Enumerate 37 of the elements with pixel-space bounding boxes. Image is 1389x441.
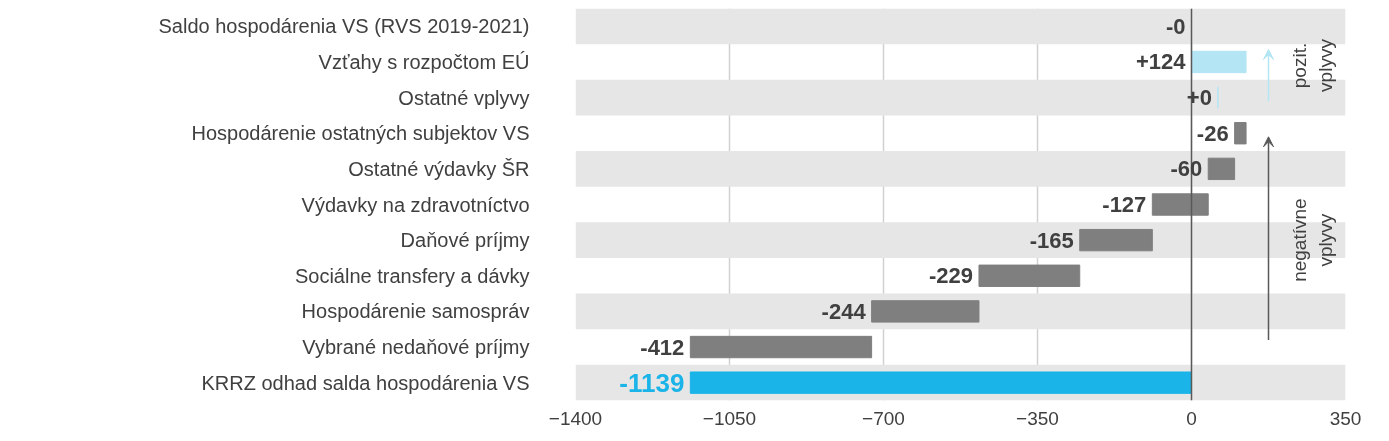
data-label: -412	[640, 334, 685, 360]
bar	[689, 371, 1192, 394]
y-tick-label: Ostatné výdavky ŠR	[348, 157, 530, 180]
y-tick-label: Vzťahy s rozpočtom EÚ	[318, 50, 530, 73]
x-tick-label: −700	[862, 407, 905, 429]
data-label: -0	[1165, 13, 1186, 39]
bar	[1207, 157, 1236, 181]
data-label: +124	[1135, 49, 1187, 75]
y-tick-label: Hospodárenie samospráv	[301, 300, 530, 323]
data-label: -165	[1029, 227, 1074, 253]
bar	[1191, 50, 1247, 74]
x-tick-label: −1400	[548, 407, 603, 429]
bar	[1151, 193, 1209, 216]
x-tick-label: −350	[1016, 407, 1059, 429]
y-tick-label: Ostatné vplyvy	[398, 86, 530, 109]
y-tick-label: Vybrané nedaňové príjmy	[302, 336, 530, 359]
data-label: -127	[1102, 192, 1147, 217]
y-tick-label: Saldo hospodárenia VS (RVS 2019-2021)	[158, 15, 530, 38]
y-tick-label: Sociálne transfery a dávky	[294, 264, 530, 287]
x-tick-label: 0	[1186, 407, 1197, 429]
data-label: -244	[821, 298, 867, 324]
y-tick-label: Daňové príjmy	[400, 229, 530, 252]
annotation: pozit. vplyvy	[1289, 38, 1336, 92]
bar	[871, 300, 980, 323]
annotation: negatívne vplyvy	[1289, 198, 1336, 282]
x-tick-label: 350	[1329, 407, 1362, 429]
bar	[1234, 122, 1247, 145]
y-tick-label: KRRZ odhad salda hospodárenia VS	[201, 371, 530, 394]
bar	[978, 264, 1081, 287]
bar	[1079, 228, 1153, 252]
y-tick-label: Hospodárenie ostatných subjektov VS	[191, 122, 530, 145]
data-label: -229	[928, 263, 973, 289]
x-tick-label: −1050	[702, 407, 757, 429]
y-tick-label: Výdavky na zdravotníctvo	[301, 193, 530, 216]
bar	[689, 335, 873, 359]
data-label: -1139	[619, 367, 685, 398]
data-label: -26	[1196, 120, 1229, 146]
